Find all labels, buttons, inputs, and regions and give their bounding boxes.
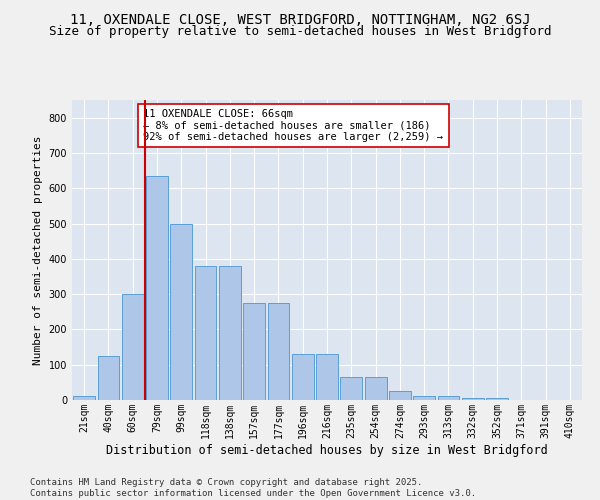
Bar (73, 396, 95, 400)
Bar (437, 396, 460, 400)
Text: Contains HM Land Registry data © Crown copyright and database right 2025.
Contai: Contains HM Land Registry data © Crown c… (30, 478, 476, 498)
Bar (365, 377, 386, 400)
X-axis label: Distribution of semi-detached houses by size in West Bridgford: Distribution of semi-detached houses by … (106, 444, 548, 456)
Bar (219, 266, 241, 400)
Bar (194, 266, 217, 400)
Bar (97, 356, 119, 400)
Y-axis label: Number of semi-detached properties: Number of semi-detached properties (33, 135, 43, 365)
Bar (268, 303, 289, 400)
Text: 11 OXENDALE CLOSE: 66sqm
← 8% of semi-detached houses are smaller (186)
92% of s: 11 OXENDALE CLOSE: 66sqm ← 8% of semi-de… (143, 109, 443, 142)
Bar (340, 377, 362, 400)
Bar (146, 176, 168, 400)
Bar (243, 303, 265, 400)
Bar (486, 398, 508, 400)
Bar (170, 224, 192, 400)
Bar (413, 396, 435, 400)
Bar (316, 354, 338, 400)
Bar (462, 398, 484, 400)
Text: 11, OXENDALE CLOSE, WEST BRIDGFORD, NOTTINGHAM, NG2 6SJ: 11, OXENDALE CLOSE, WEST BRIDGFORD, NOTT… (70, 12, 530, 26)
Bar (389, 391, 411, 400)
Bar (292, 354, 314, 400)
Text: Size of property relative to semi-detached houses in West Bridgford: Size of property relative to semi-detach… (49, 25, 551, 38)
Bar (122, 294, 143, 400)
